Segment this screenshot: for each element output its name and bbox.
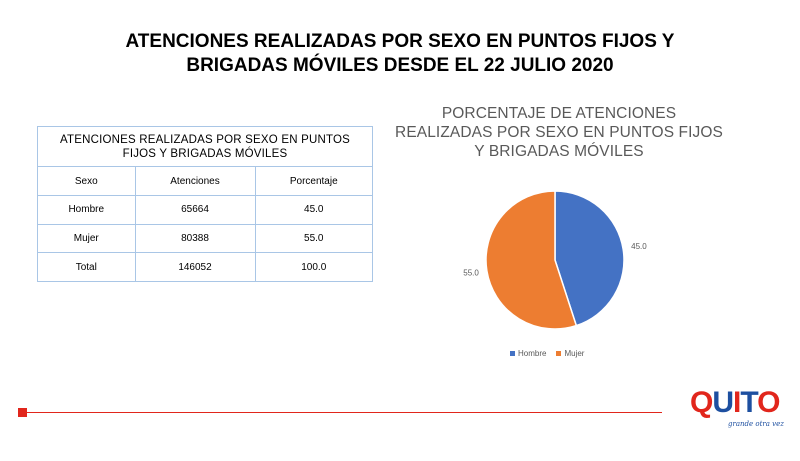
header-porcentaje: Porcentaje (255, 167, 372, 196)
slide-title-line-1: ATENCIONES REALIZADAS POR SEXO EN PUNTOS… (125, 31, 675, 52)
table-header-row: Sexo Atenciones Porcentaje (38, 167, 372, 196)
cell-atenciones: 80388 (135, 224, 256, 253)
logo-letter: Q (690, 386, 713, 419)
footer-divider-line (26, 412, 662, 413)
slide-title-line-2: BRIGADAS MÓVILES DESDE EL 22 JULIO 2020 (186, 55, 614, 76)
logo-letter: O (757, 386, 780, 419)
pie-slice-hombre (554, 190, 625, 327)
cell-porcentaje: 100.0 (301, 261, 327, 273)
footer-accent-square (18, 408, 27, 417)
cell-atenciones: 146052 (135, 252, 256, 281)
cell-porcentaje: 55.0 (255, 224, 372, 253)
slide-title: ATENCIONES REALIZADAS POR SEXO EN PUNTOS… (60, 30, 740, 78)
chart-legend: Hombre Mujer (510, 349, 584, 358)
legend-item-hombre: Hombre (510, 349, 546, 358)
legend-label-hombre: Hombre (518, 349, 547, 358)
table-row: Hombre 65664 45.0 (38, 195, 372, 225)
data-table: Sexo Atenciones Porcentaje Hombre 65664 … (38, 167, 372, 281)
logo-letter: U (712, 386, 734, 419)
logo-letter: T (740, 386, 758, 419)
header-sexo: Sexo (38, 167, 136, 196)
legend-item-mujer: Mujer (556, 349, 584, 358)
data-table-panel: ATENCIONES REALIZADAS POR SEXO EN PUNTOS… (37, 126, 373, 282)
pie-slice-mujer (485, 190, 578, 330)
quito-logo: QUITO grande otra vez (688, 386, 788, 434)
cell-sexo: Total (38, 252, 136, 281)
cell-sexo: Hombre (38, 195, 136, 225)
table-row: Total 146052 100.0 (38, 252, 372, 281)
logo-wordmark: QUITO (690, 386, 781, 420)
legend-label-mujer: Mujer (564, 349, 585, 358)
data-label-hombre: 45.0 (631, 242, 647, 251)
cell-sexo: Mujer (38, 224, 136, 253)
table-caption: ATENCIONES REALIZADAS POR SEXO EN PUNTOS… (38, 127, 372, 167)
header-atenciones: Atenciones (135, 167, 256, 196)
legend-swatch-mujer (556, 351, 562, 356)
legend-swatch-hombre (510, 351, 515, 356)
logo-tagline: grande otra vez (728, 420, 784, 428)
pie-chart: 45.0 55.0 (463, 190, 647, 330)
cell-porcentaje: 45.0 (255, 195, 372, 225)
logo-letter: I (733, 386, 741, 419)
chart-title: PORCENTAJE DE ATENCIONES REALIZADAS POR … (395, 105, 723, 160)
data-label-mujer: 55.0 (463, 268, 479, 277)
table-row: Mujer 80388 55.0 (38, 224, 372, 253)
cell-atenciones: 65664 (135, 195, 256, 225)
